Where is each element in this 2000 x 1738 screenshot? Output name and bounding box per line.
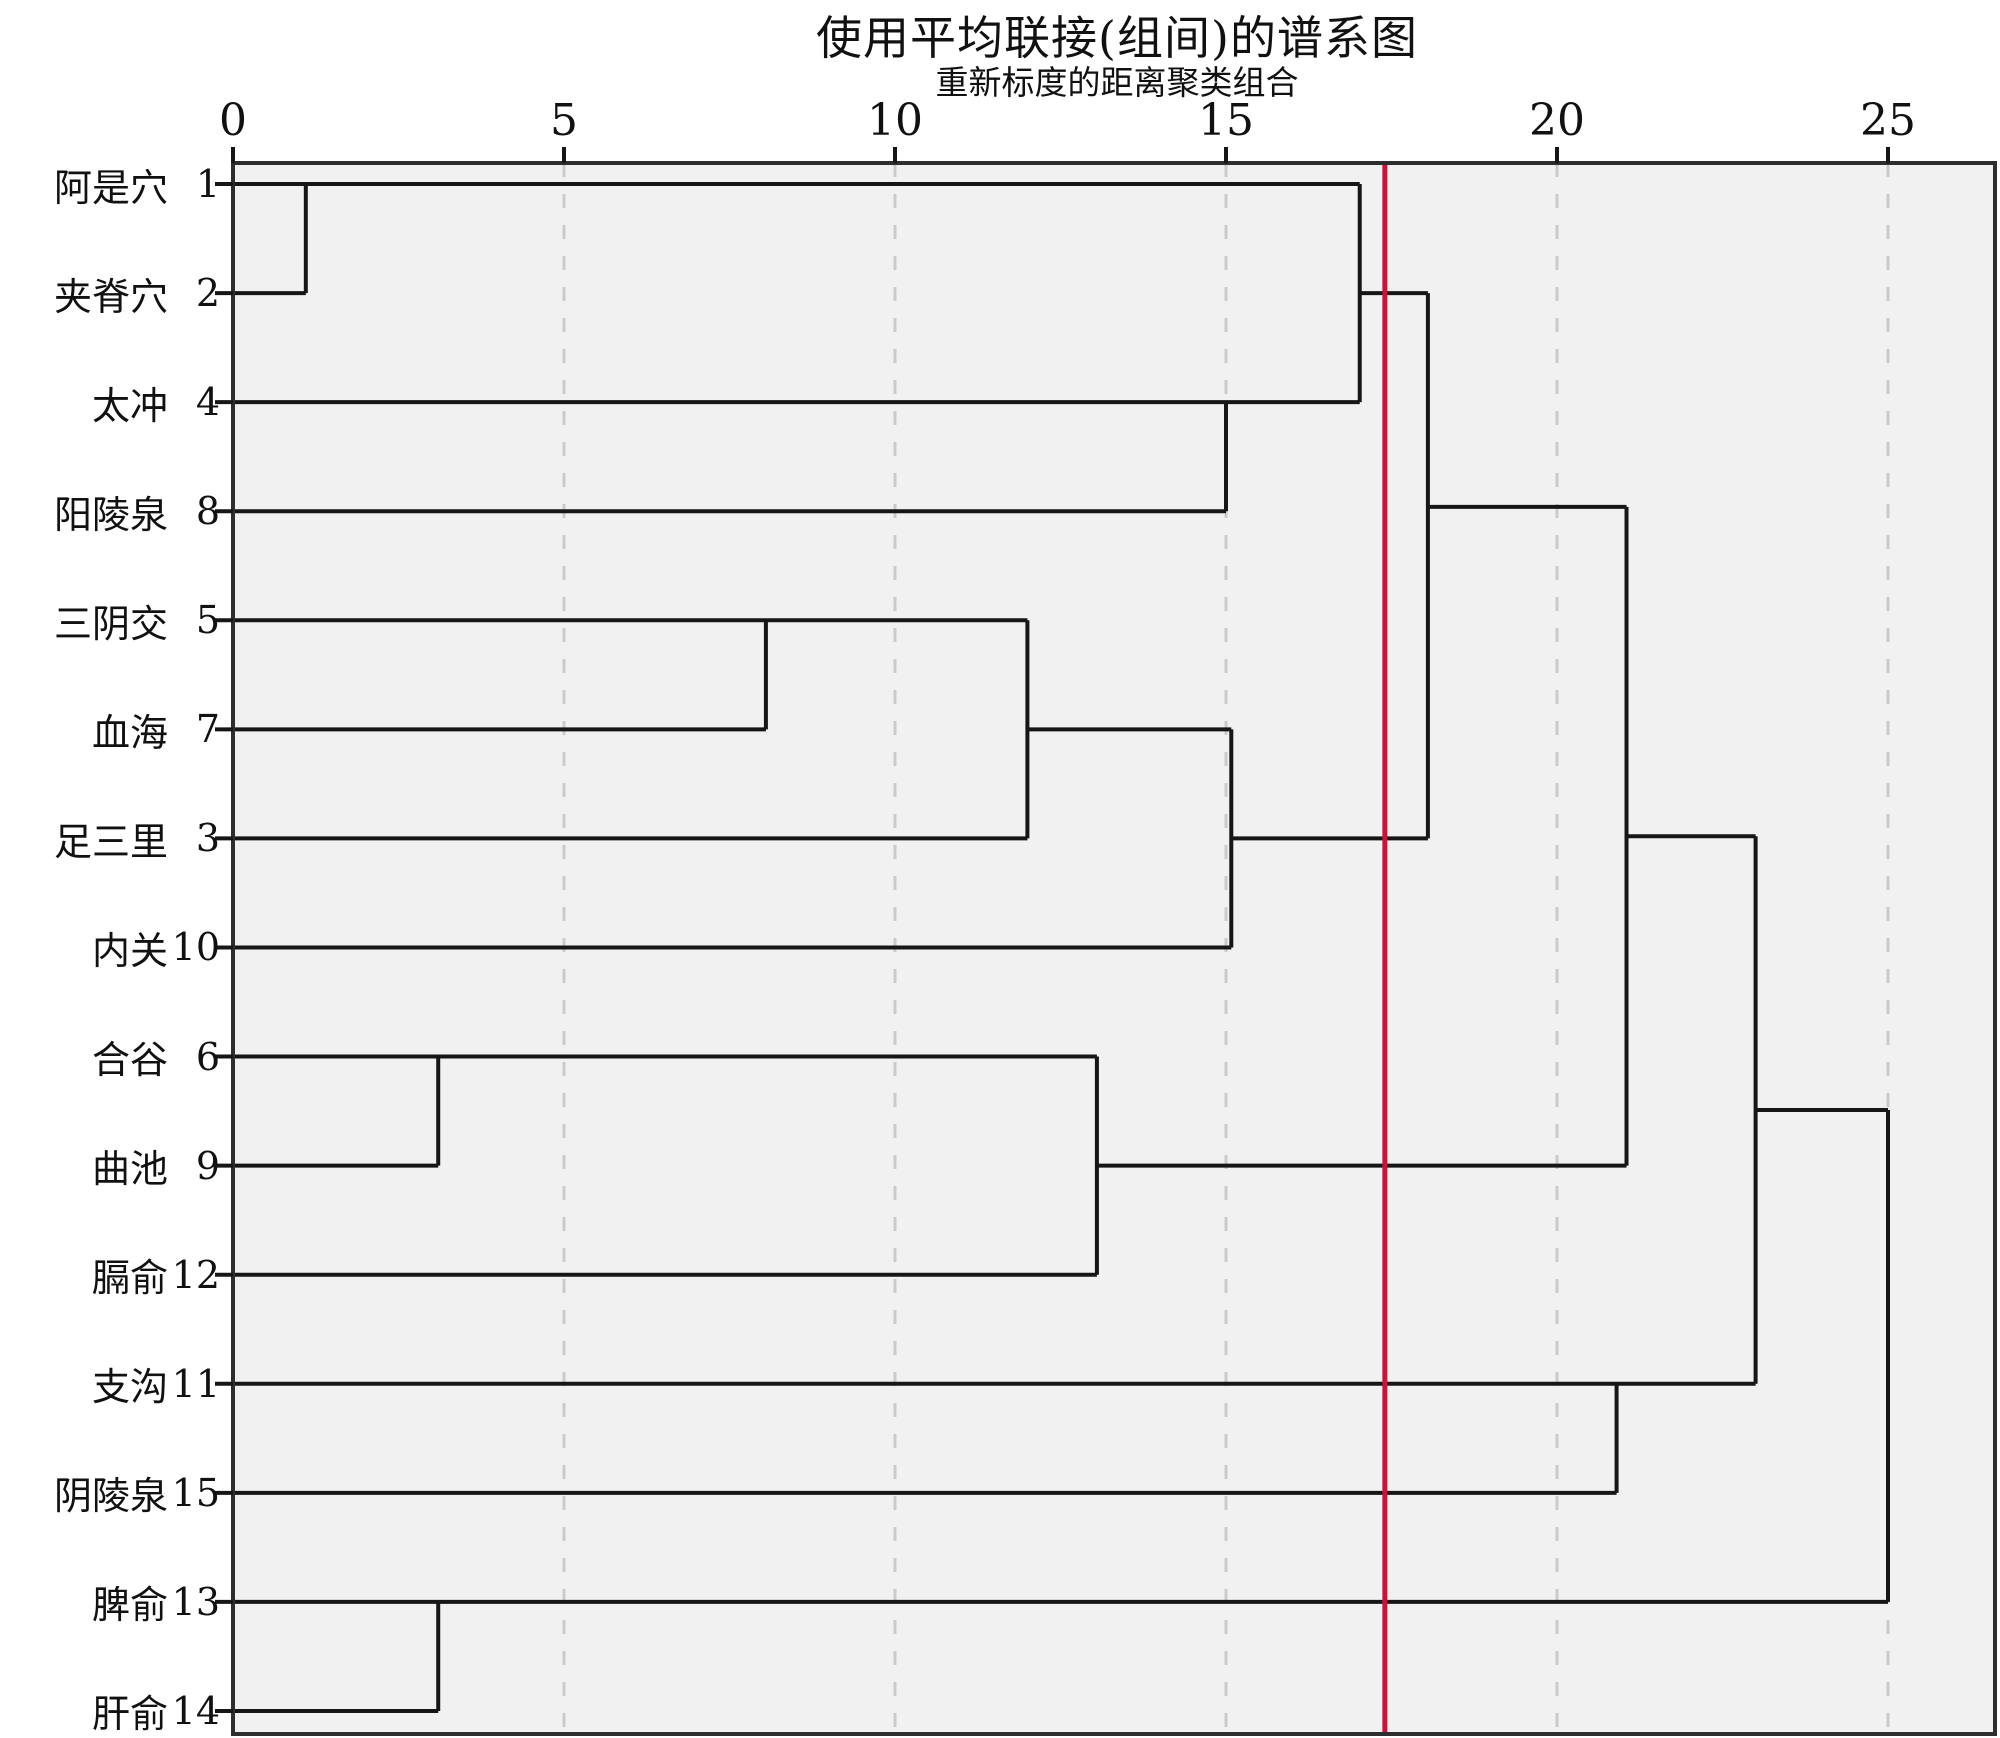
leaf-number: 14 (171, 1688, 220, 1733)
leaf-row: 曲池 9 (8, 1136, 220, 1196)
leaf-row: 肝俞 14 (8, 1681, 220, 1738)
leaf-number: 5 (195, 598, 220, 643)
leaf-number: 9 (195, 1143, 220, 1188)
leaf-name: 膈俞 (91, 1256, 168, 1301)
leaf-number: 6 (195, 1034, 220, 1079)
leaf-name: 阳陵泉 (53, 492, 168, 537)
leaf-row: 阿是穴 1 (8, 154, 220, 214)
axis-tick-label: 5 (550, 95, 578, 146)
leaf-name: 阴陵泉 (53, 1474, 168, 1519)
leaf-number: 3 (195, 816, 220, 861)
leaf-name: 脾俞 (91, 1583, 168, 1628)
leaf-row: 三阴交 5 (8, 590, 220, 650)
leaf-row: 足三里 3 (8, 808, 220, 868)
axis-tick-label: 20 (1529, 95, 1585, 146)
leaf-name: 足三里 (53, 819, 168, 864)
leaf-number: 15 (171, 1470, 220, 1515)
leaf-number: 12 (171, 1252, 220, 1297)
leaf-row: 合谷 6 (8, 1027, 220, 1087)
leaf-number: 13 (171, 1579, 220, 1624)
leaf-name: 三阴交 (53, 601, 168, 646)
leaf-number: 8 (195, 489, 220, 534)
leaf-row: 太冲 4 (8, 372, 220, 432)
leaf-number: 11 (171, 1361, 220, 1406)
leaf-name: 太冲 (91, 383, 168, 428)
leaf-row: 内关 10 (8, 917, 220, 977)
axis-tick-label: 15 (1198, 95, 1254, 146)
leaf-row: 脾俞 13 (8, 1572, 220, 1632)
leaf-row: 阴陵泉 15 (8, 1463, 220, 1523)
leaf-number: 1 (195, 162, 220, 206)
leaf-name: 血海 (91, 710, 168, 755)
leaf-row: 血海 7 (8, 699, 220, 759)
leaf-name: 阿是穴 (53, 165, 168, 210)
leaf-name: 合谷 (91, 1038, 168, 1083)
chart-title: 使用平均联接(组间)的谱系图 (816, 11, 1418, 65)
leaf-row: 阳陵泉 8 (8, 481, 220, 541)
leaf-number: 2 (195, 271, 220, 316)
leaf-number: 10 (171, 925, 220, 970)
leaf-name: 曲池 (91, 1147, 168, 1192)
axis-tick-label: 25 (1860, 95, 1916, 146)
chart-subtitle: 重新标度的距离聚类组合 (935, 63, 1299, 102)
leaf-row: 支沟 11 (8, 1354, 220, 1414)
leaf-name: 肝俞 (91, 1692, 168, 1737)
leaf-number: 7 (195, 707, 220, 752)
leaf-name: 内关 (91, 928, 168, 973)
axis-tick-label: 10 (867, 95, 923, 146)
axis-tick-label: 0 (219, 95, 247, 146)
leaf-name: 夹脊穴 (53, 274, 168, 319)
leaf-row: 夹脊穴 2 (8, 263, 220, 323)
leaf-row: 膈俞 12 (8, 1245, 220, 1305)
leaf-number: 4 (195, 380, 220, 425)
leaf-name: 支沟 (91, 1365, 168, 1410)
